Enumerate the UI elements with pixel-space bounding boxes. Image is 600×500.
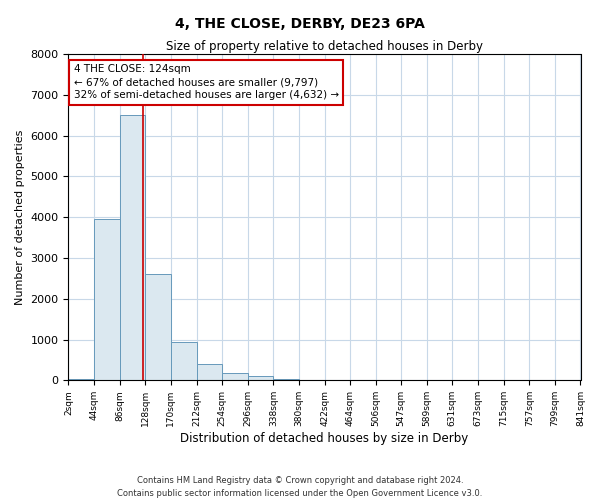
Bar xyxy=(94,220,119,380)
Bar xyxy=(68,379,94,380)
Y-axis label: Number of detached properties: Number of detached properties xyxy=(15,130,25,305)
Text: 4 THE CLOSE: 124sqm
← 67% of detached houses are smaller (9,797)
32% of semi-det: 4 THE CLOSE: 124sqm ← 67% of detached ho… xyxy=(74,64,338,100)
Text: 4, THE CLOSE, DERBY, DE23 6PA: 4, THE CLOSE, DERBY, DE23 6PA xyxy=(175,18,425,32)
Bar xyxy=(119,116,145,380)
Text: Contains HM Land Registry data © Crown copyright and database right 2024.
Contai: Contains HM Land Registry data © Crown c… xyxy=(118,476,482,498)
Bar xyxy=(171,342,197,380)
Bar xyxy=(145,274,171,380)
X-axis label: Distribution of detached houses by size in Derby: Distribution of detached houses by size … xyxy=(181,432,469,445)
Title: Size of property relative to detached houses in Derby: Size of property relative to detached ho… xyxy=(166,40,483,53)
Bar xyxy=(197,364,222,380)
Bar xyxy=(248,376,274,380)
Bar xyxy=(222,374,248,380)
